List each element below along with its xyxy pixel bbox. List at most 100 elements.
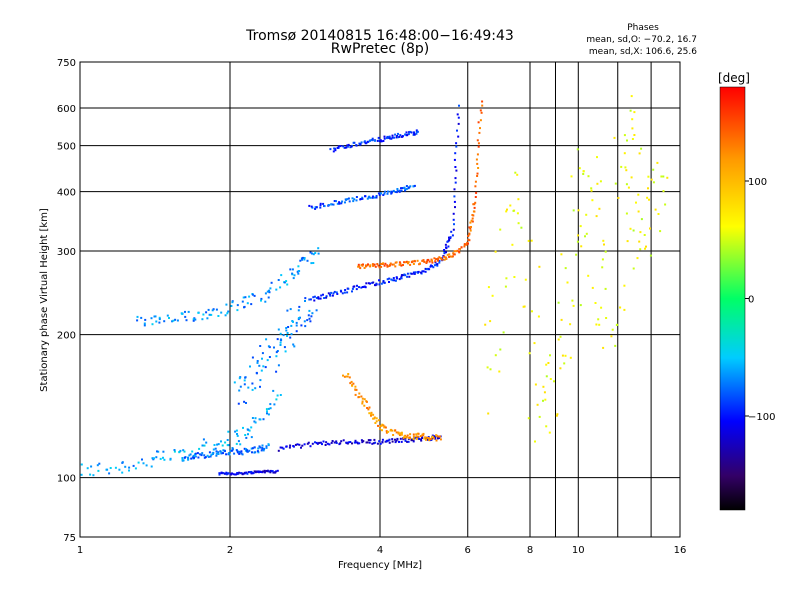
data-point (345, 146, 348, 149)
data-point (406, 275, 409, 278)
data-point (391, 279, 394, 282)
data-point (405, 131, 408, 134)
data-point (293, 345, 296, 348)
data-point (372, 281, 375, 284)
data-point (474, 180, 477, 183)
data-point (273, 403, 276, 406)
data-point (377, 419, 380, 422)
data-point (361, 197, 364, 200)
data-point (412, 437, 415, 440)
data-point (395, 191, 398, 194)
data-point (506, 208, 508, 211)
y-tick-label: 750 (57, 58, 76, 69)
data-point (549, 378, 552, 380)
data-point (456, 113, 459, 116)
data-point (202, 313, 205, 316)
data-point (545, 363, 548, 366)
y-tick-label: 400 (57, 188, 76, 199)
data-point (403, 261, 406, 264)
data-point (505, 210, 508, 213)
data-point (254, 417, 257, 420)
data-point (412, 263, 415, 265)
data-point (364, 195, 367, 198)
data-point (590, 187, 593, 190)
data-point (577, 234, 580, 237)
data-point (358, 265, 361, 268)
data-point (477, 167, 480, 169)
data-point (397, 431, 400, 434)
data-point (205, 311, 208, 314)
data-point (321, 443, 323, 446)
data-point (431, 261, 434, 264)
data-point (351, 287, 354, 290)
data-point (151, 323, 154, 326)
data-point (220, 311, 223, 314)
data-point (349, 382, 352, 385)
x-tick-label: 1 (77, 545, 83, 556)
data-point (505, 277, 508, 280)
data-point (640, 147, 643, 150)
data-point (571, 299, 574, 302)
data-point (377, 136, 380, 139)
data-point (329, 294, 332, 297)
data-point (279, 394, 282, 396)
data-point (239, 385, 242, 388)
data-point (555, 414, 558, 417)
data-point (322, 440, 325, 443)
data-point (270, 281, 273, 284)
data-point (397, 132, 399, 135)
data-point (301, 256, 304, 259)
data-point (374, 265, 377, 268)
data-point (426, 268, 429, 271)
data-point (594, 302, 597, 304)
data-point (640, 218, 643, 221)
data-point (386, 192, 389, 195)
data-point (431, 435, 434, 438)
data-point (398, 190, 401, 193)
data-point (530, 239, 533, 242)
data-point (173, 449, 176, 451)
data-point (287, 326, 290, 328)
data-point (381, 438, 384, 441)
data-point (353, 285, 356, 288)
data-point (198, 447, 201, 450)
data-point (476, 139, 479, 142)
data-point (463, 243, 466, 246)
data-point (644, 247, 646, 250)
data-point (315, 297, 318, 299)
data-point (630, 176, 633, 179)
data-point (587, 175, 590, 178)
data-point (398, 278, 401, 281)
data-point (248, 429, 251, 432)
data-point (383, 135, 386, 138)
data-point (556, 413, 559, 416)
data-point (307, 314, 310, 317)
data-point (98, 462, 101, 465)
data-point (269, 287, 272, 290)
data-point (400, 187, 402, 190)
data-point (652, 168, 655, 171)
data-point (585, 213, 588, 216)
data-point (380, 424, 383, 427)
data-point (285, 280, 288, 283)
data-point (212, 448, 215, 451)
data-point (457, 122, 460, 125)
data-point (616, 323, 619, 326)
data-point (121, 471, 124, 474)
data-point (542, 399, 544, 402)
data-point (192, 319, 195, 322)
data-point (162, 456, 164, 459)
data-point (335, 442, 338, 444)
data-point (538, 265, 541, 268)
data-point (415, 130, 418, 133)
data-point (421, 270, 424, 273)
y-tick-label: 300 (57, 247, 76, 258)
data-point (416, 130, 419, 133)
data-point (238, 471, 241, 474)
data-point (268, 289, 270, 292)
data-point (625, 169, 628, 172)
data-point (418, 438, 421, 440)
data-point (473, 210, 476, 213)
data-point (372, 413, 375, 416)
data-point (637, 193, 640, 196)
